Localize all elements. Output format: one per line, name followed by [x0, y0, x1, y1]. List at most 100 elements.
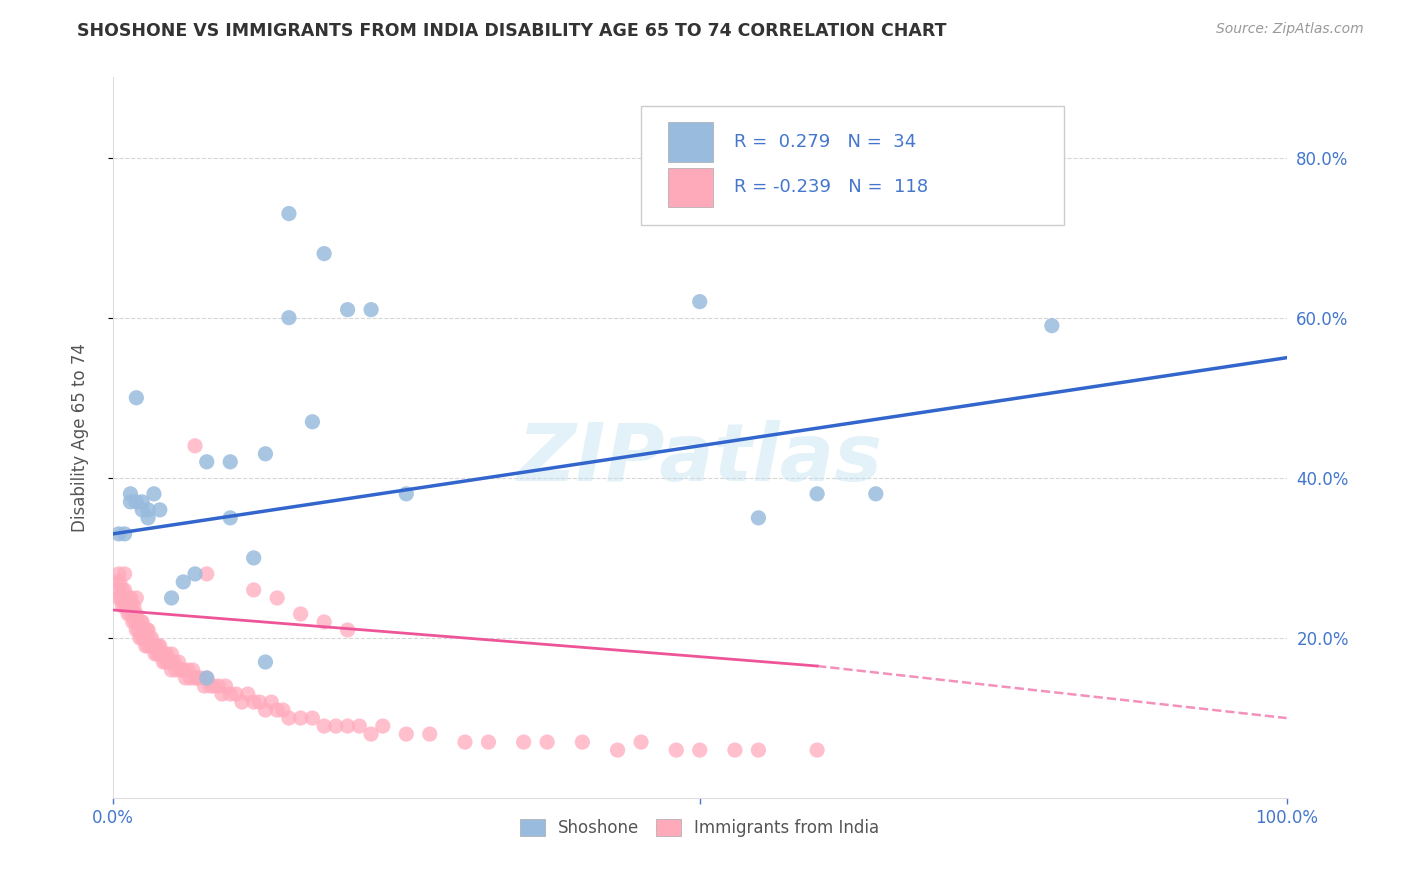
Point	[254, 703, 277, 717]
Point	[630, 735, 652, 749]
Point	[125, 495, 148, 509]
Point	[360, 302, 382, 317]
Point	[395, 487, 418, 501]
Point	[135, 623, 157, 637]
Point	[314, 719, 336, 733]
Point	[349, 719, 371, 733]
Point	[747, 511, 769, 525]
Point	[114, 599, 136, 613]
Point	[108, 574, 131, 589]
Point	[219, 511, 242, 525]
Point	[254, 655, 277, 669]
Point	[105, 574, 128, 589]
Point	[512, 735, 534, 749]
Point	[107, 566, 129, 581]
Point	[806, 743, 828, 757]
Text: R = -0.239   N =  118: R = -0.239 N = 118	[734, 178, 928, 196]
Point	[195, 671, 218, 685]
Point	[124, 615, 146, 629]
Point	[184, 671, 207, 685]
Point	[115, 599, 138, 613]
Point	[260, 695, 283, 709]
Legend: Shoshone, Immigrants from India: Shoshone, Immigrants from India	[513, 813, 886, 844]
Point	[266, 591, 288, 605]
Point	[184, 439, 207, 453]
Point	[249, 695, 271, 709]
Point	[301, 711, 323, 725]
Point	[149, 647, 172, 661]
Point	[170, 663, 193, 677]
Point	[156, 647, 179, 661]
Point	[242, 582, 264, 597]
Text: ZIPatlas: ZIPatlas	[517, 420, 882, 499]
Point	[127, 615, 149, 629]
Point	[160, 591, 183, 605]
Point	[165, 663, 187, 677]
Point	[186, 671, 208, 685]
Point	[236, 687, 259, 701]
Point	[202, 679, 225, 693]
Point	[314, 246, 336, 260]
Point	[172, 663, 194, 677]
Point	[160, 663, 183, 677]
Point	[174, 671, 197, 685]
Point	[122, 599, 145, 613]
Point	[1040, 318, 1063, 333]
Point	[665, 743, 688, 757]
Point	[112, 591, 135, 605]
Point	[153, 647, 176, 661]
Point	[120, 495, 142, 509]
FancyBboxPatch shape	[668, 122, 713, 161]
Point	[336, 623, 359, 637]
Point	[360, 727, 382, 741]
Point	[195, 455, 218, 469]
Point	[179, 671, 201, 685]
Point	[128, 631, 150, 645]
Point	[266, 703, 288, 717]
Point	[145, 639, 167, 653]
Point	[111, 599, 134, 613]
Point	[141, 631, 163, 645]
Point	[107, 582, 129, 597]
Point	[117, 607, 139, 621]
Point	[477, 735, 499, 749]
Point	[131, 615, 153, 629]
Point	[134, 623, 156, 637]
Point	[606, 743, 628, 757]
Point	[200, 679, 222, 693]
Point	[143, 647, 166, 661]
Point	[107, 527, 129, 541]
Point	[277, 206, 299, 220]
Point	[149, 639, 172, 653]
Point	[136, 623, 159, 637]
Point	[271, 703, 294, 717]
Point	[193, 679, 215, 693]
Point	[219, 687, 242, 701]
Point	[131, 495, 153, 509]
Point	[231, 695, 253, 709]
Point	[277, 711, 299, 725]
Point	[177, 663, 200, 677]
Point	[325, 719, 347, 733]
Point	[142, 639, 165, 653]
Point	[571, 735, 593, 749]
Y-axis label: Disability Age 65 to 74: Disability Age 65 to 74	[72, 343, 89, 533]
Point	[150, 647, 173, 661]
Point	[139, 639, 162, 653]
Point	[172, 574, 194, 589]
Point	[214, 679, 236, 693]
Point	[163, 655, 186, 669]
Point	[454, 735, 477, 749]
Text: R =  0.279   N =  34: R = 0.279 N = 34	[734, 133, 917, 151]
Point	[865, 487, 887, 501]
Point	[190, 671, 212, 685]
Point	[132, 631, 155, 645]
Point	[122, 607, 145, 621]
Point	[336, 719, 359, 733]
Point	[195, 566, 218, 581]
Point	[219, 455, 242, 469]
Point	[336, 302, 359, 317]
Point	[121, 615, 143, 629]
Point	[724, 743, 747, 757]
Point	[149, 503, 172, 517]
